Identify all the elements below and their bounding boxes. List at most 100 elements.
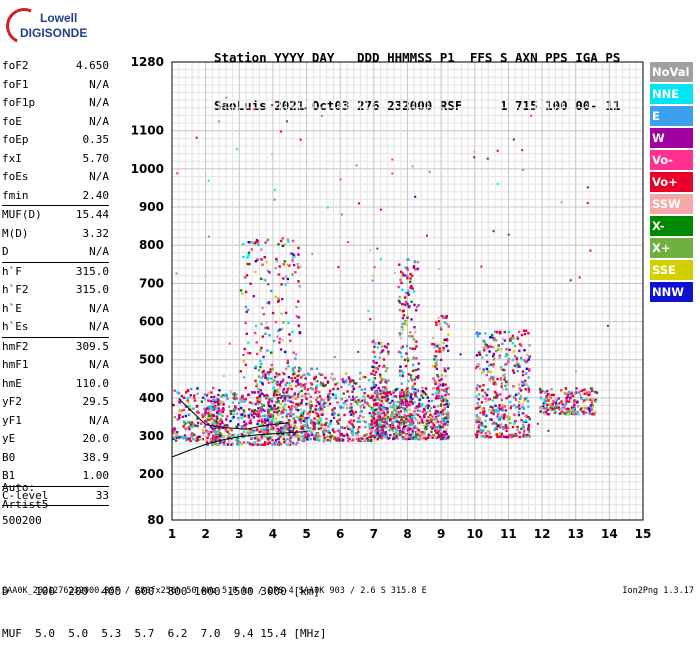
echo-point (301, 414, 304, 418)
echo-point (271, 380, 274, 384)
echo-point (412, 357, 415, 361)
echo-point (545, 396, 549, 400)
echo-point (298, 331, 301, 334)
echo-point (218, 409, 222, 413)
echo-point (384, 387, 387, 390)
echo-point (309, 409, 312, 412)
echo-point (260, 277, 263, 280)
echo-point (329, 419, 333, 423)
echo-point (268, 409, 271, 412)
echo-point (294, 384, 298, 388)
echo-point (522, 407, 526, 410)
echo-point (397, 299, 401, 303)
echo-point (498, 356, 501, 359)
echo-point (483, 410, 486, 413)
echo-point (189, 407, 192, 410)
echo-point (190, 433, 193, 437)
echo-point (387, 425, 390, 428)
echo-point (418, 409, 421, 412)
echo-point (583, 399, 586, 402)
echo-point (398, 429, 402, 432)
echo-point (423, 431, 426, 434)
logo-line1: Lowell (40, 11, 78, 25)
echo-point (374, 384, 378, 387)
echo-point (310, 367, 314, 371)
echo-point (426, 424, 430, 427)
echo-point (268, 429, 271, 432)
echo-point (309, 382, 313, 385)
echo-point (405, 402, 408, 405)
echo-point (424, 387, 428, 390)
echo-point (273, 404, 276, 407)
echo-point (410, 393, 413, 396)
echo-point (521, 382, 525, 385)
echo-point (300, 399, 304, 402)
echo-point (333, 412, 336, 415)
echo-point (180, 409, 184, 412)
echo-point (586, 393, 589, 396)
echo-point (282, 263, 285, 266)
echo-point (551, 401, 554, 404)
echo-point (580, 397, 583, 401)
param-row: foF2 4.650 (2, 57, 109, 76)
echo-point (215, 419, 218, 423)
echo-point (393, 272, 396, 274)
echo-point (499, 368, 503, 371)
echo-point (351, 385, 354, 388)
param-name: D (2, 245, 9, 258)
echo-point (492, 352, 495, 356)
echo-point (274, 441, 278, 445)
echo-point (207, 179, 210, 182)
echo-point (250, 437, 253, 440)
echo-point (279, 442, 283, 446)
echo-point (488, 432, 492, 435)
echo-point (493, 358, 496, 361)
echo-point (332, 413, 335, 416)
echo-point (523, 429, 526, 432)
echo-point (442, 346, 445, 350)
echo-point (273, 393, 276, 396)
echo-point (280, 312, 283, 315)
echo-point (392, 405, 395, 409)
echo-point (564, 387, 568, 390)
echo-point (503, 415, 506, 418)
echo-point (333, 407, 336, 410)
echo-point (524, 329, 528, 333)
echo-point (550, 407, 553, 410)
echo-point (368, 435, 371, 439)
echo-point (586, 186, 589, 189)
echo-point (414, 406, 417, 410)
echo-point (413, 410, 416, 413)
echo-point (443, 389, 446, 392)
echo-point (222, 403, 225, 406)
echo-point (477, 404, 480, 408)
echo-point (263, 394, 266, 397)
echo-point (204, 275, 207, 278)
echo-point (257, 390, 260, 394)
echo-point (492, 382, 496, 386)
echo-point (382, 395, 385, 399)
echo-point (301, 374, 305, 377)
echo-point (584, 388, 587, 391)
echo-point (259, 415, 262, 418)
echo-point (365, 401, 368, 404)
echo-point (286, 359, 289, 362)
echo-point (505, 429, 508, 432)
echo-point (274, 266, 277, 270)
echo-point (341, 213, 343, 216)
echo-point (340, 398, 344, 401)
echo-point (439, 358, 443, 362)
echo-point (428, 419, 431, 422)
echo-point (377, 394, 380, 397)
echo-point (443, 321, 447, 324)
echo-point (394, 432, 398, 435)
echo-point (257, 375, 261, 378)
echo-point (408, 404, 412, 407)
echo-point (257, 387, 260, 391)
echo-point (281, 379, 285, 382)
echo-point (349, 398, 353, 402)
echo-point (338, 404, 342, 408)
echo-point (375, 394, 379, 397)
echo-point (359, 438, 362, 441)
echo-point (489, 405, 492, 408)
